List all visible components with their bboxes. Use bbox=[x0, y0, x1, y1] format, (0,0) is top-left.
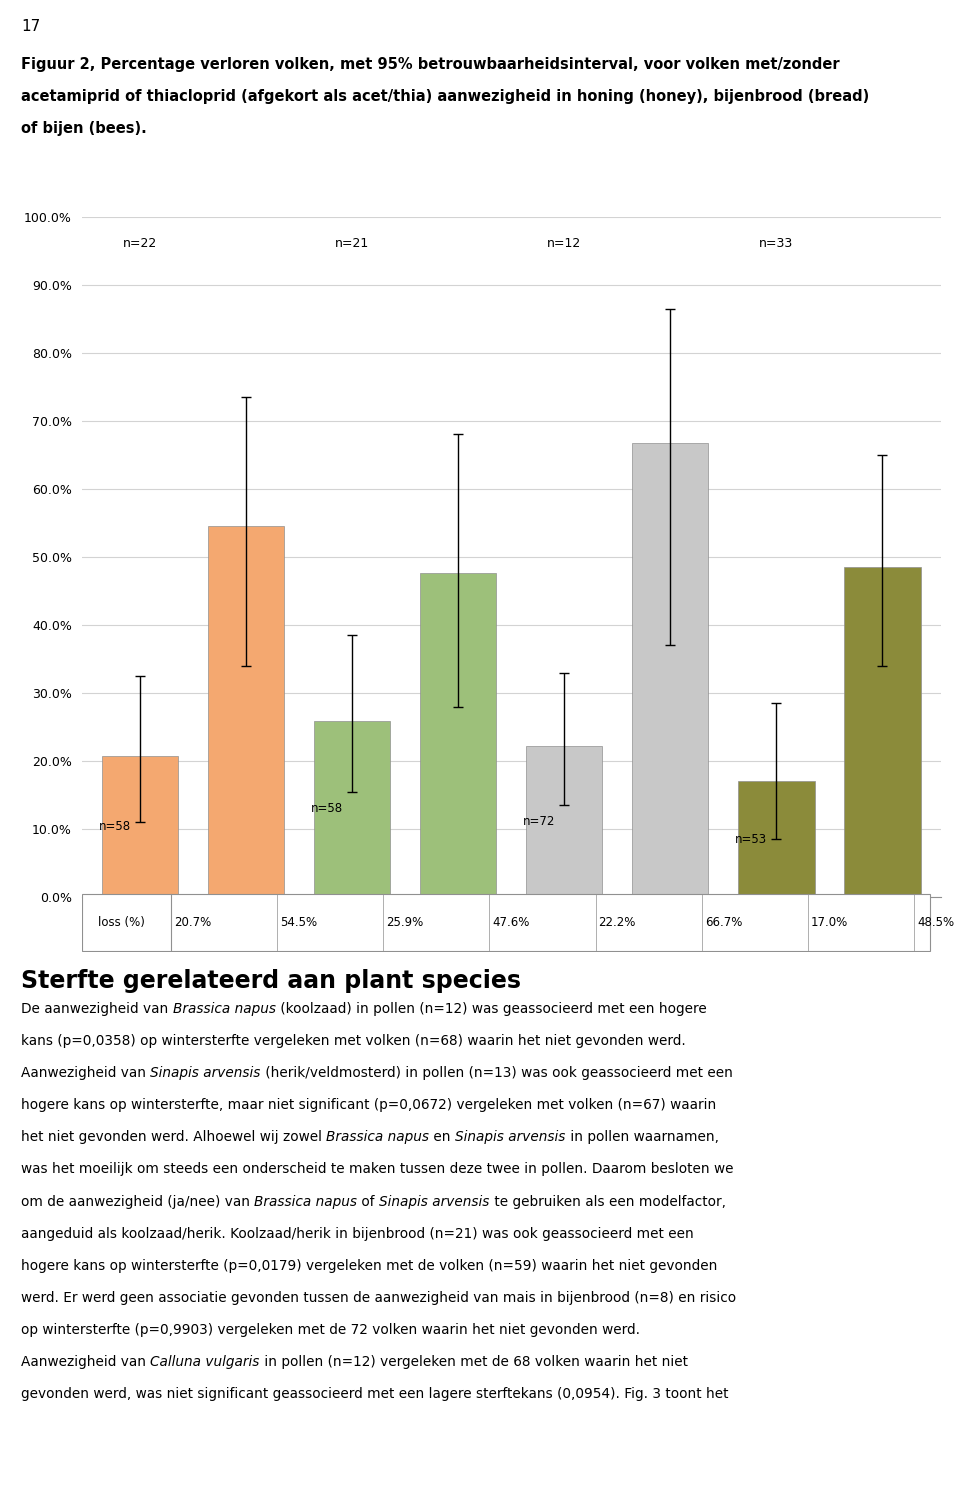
Text: n=72: n=72 bbox=[523, 815, 555, 828]
Text: of bijen (bees).: of bijen (bees). bbox=[21, 121, 147, 136]
Text: aangeduid als koolzaad/herik. Koolzaad/herik in bijenbrood (n=21) was ook geasso: aangeduid als koolzaad/herik. Koolzaad/h… bbox=[21, 1226, 694, 1241]
Bar bbox=[632, 444, 708, 897]
Text: 20.7%: 20.7% bbox=[175, 916, 211, 928]
Text: Sinapis arvensis: Sinapis arvensis bbox=[455, 1130, 565, 1144]
Text: (herik/veldmosterd) in pollen (n=13) was ook geassocieerd met een: (herik/veldmosterd) in pollen (n=13) was… bbox=[261, 1066, 732, 1079]
Text: loss (%): loss (%) bbox=[98, 916, 145, 928]
Text: Brassica napus: Brassica napus bbox=[326, 1130, 429, 1144]
Text: in pollen waarnamen,: in pollen waarnamen, bbox=[565, 1130, 719, 1144]
Text: en: en bbox=[429, 1130, 455, 1144]
Text: Brassica napus: Brassica napus bbox=[173, 1002, 276, 1015]
Text: Aanwezigheid van: Aanwezigheid van bbox=[21, 1066, 151, 1079]
Text: het niet gevonden werd. Alhoewel wij zowel: het niet gevonden werd. Alhoewel wij zow… bbox=[21, 1130, 326, 1144]
Text: in pollen (n=12) vergeleken met de 68 volken waarin het niet: in pollen (n=12) vergeleken met de 68 vo… bbox=[260, 1354, 688, 1369]
Text: te gebruiken als een modelfactor,: te gebruiken als een modelfactor, bbox=[490, 1195, 726, 1208]
Text: Calluna vulgaris: Calluna vulgaris bbox=[151, 1354, 260, 1369]
FancyBboxPatch shape bbox=[82, 894, 930, 951]
Bar bbox=[207, 526, 284, 897]
Text: 22.2%: 22.2% bbox=[599, 916, 636, 928]
Text: of: of bbox=[357, 1195, 379, 1208]
Text: was het moeilijk om steeds een onderscheid te maken tussen deze twee in pollen. : was het moeilijk om steeds een ondersche… bbox=[21, 1163, 733, 1177]
Text: Brassica napus: Brassica napus bbox=[254, 1195, 357, 1208]
Text: n=58: n=58 bbox=[99, 821, 131, 833]
Bar bbox=[314, 721, 391, 897]
Text: De aanwezigheid van: De aanwezigheid van bbox=[21, 1002, 173, 1015]
Text: Sterfte gerelateerd aan plant species: Sterfte gerelateerd aan plant species bbox=[21, 969, 521, 993]
Text: 66.7%: 66.7% bbox=[705, 916, 742, 928]
Text: (koolzaad) in pollen (n=12) was geassocieerd met een hogere: (koolzaad) in pollen (n=12) was geassoci… bbox=[276, 1002, 707, 1015]
Bar bbox=[844, 567, 921, 897]
Text: hogere kans op wintersterfte (p=0,0179) vergeleken met de volken (n=59) waarin h: hogere kans op wintersterfte (p=0,0179) … bbox=[21, 1259, 717, 1272]
Text: gevonden werd, was niet significant geassocieerd met een lagere sterftekans (0,0: gevonden werd, was niet significant geas… bbox=[21, 1387, 729, 1401]
Text: 47.6%: 47.6% bbox=[492, 916, 530, 928]
Bar bbox=[420, 573, 496, 897]
Text: op wintersterfte (p=0,9903) vergeleken met de 72 volken waarin het niet gevonden: op wintersterfte (p=0,9903) vergeleken m… bbox=[21, 1323, 640, 1337]
Bar bbox=[526, 746, 603, 897]
Text: n=33: n=33 bbox=[759, 238, 794, 250]
Text: n=21: n=21 bbox=[335, 238, 370, 250]
Text: 25.9%: 25.9% bbox=[387, 916, 423, 928]
Text: Sinapis arvensis: Sinapis arvensis bbox=[379, 1195, 490, 1208]
Text: n=53: n=53 bbox=[735, 833, 767, 846]
Text: Sinapis arvensis: Sinapis arvensis bbox=[151, 1066, 261, 1079]
Text: Aanwezigheid van: Aanwezigheid van bbox=[21, 1354, 151, 1369]
Text: kans (p=0,0358) op wintersterfte vergeleken met volken (n=68) waarin het niet ge: kans (p=0,0358) op wintersterfte vergele… bbox=[21, 1035, 685, 1048]
Text: 48.5%: 48.5% bbox=[917, 916, 954, 928]
Text: werd. Er werd geen associatie gevonden tussen de aanwezigheid van mais in bijenb: werd. Er werd geen associatie gevonden t… bbox=[21, 1290, 736, 1305]
Text: 17: 17 bbox=[21, 19, 40, 34]
Bar bbox=[102, 756, 179, 897]
Text: n=12: n=12 bbox=[547, 238, 582, 250]
Text: hogere kans op wintersterfte, maar niet significant (p=0,0672) vergeleken met vo: hogere kans op wintersterfte, maar niet … bbox=[21, 1097, 716, 1112]
Text: Figuur 2, Percentage verloren volken, met 95% betrouwbaarheidsinterval, voor vol: Figuur 2, Percentage verloren volken, me… bbox=[21, 57, 840, 72]
Text: n=58: n=58 bbox=[311, 803, 343, 815]
Text: 17.0%: 17.0% bbox=[811, 916, 848, 928]
Text: om de aanwezigheid (ja/nee) van: om de aanwezigheid (ja/nee) van bbox=[21, 1195, 254, 1208]
Text: acetamiprid of thiacloprid (afgekort als acet/thia) aanwezigheid in honing (hone: acetamiprid of thiacloprid (afgekort als… bbox=[21, 90, 870, 105]
Text: n=22: n=22 bbox=[123, 238, 157, 250]
Text: 54.5%: 54.5% bbox=[280, 916, 318, 928]
Bar bbox=[738, 782, 815, 897]
